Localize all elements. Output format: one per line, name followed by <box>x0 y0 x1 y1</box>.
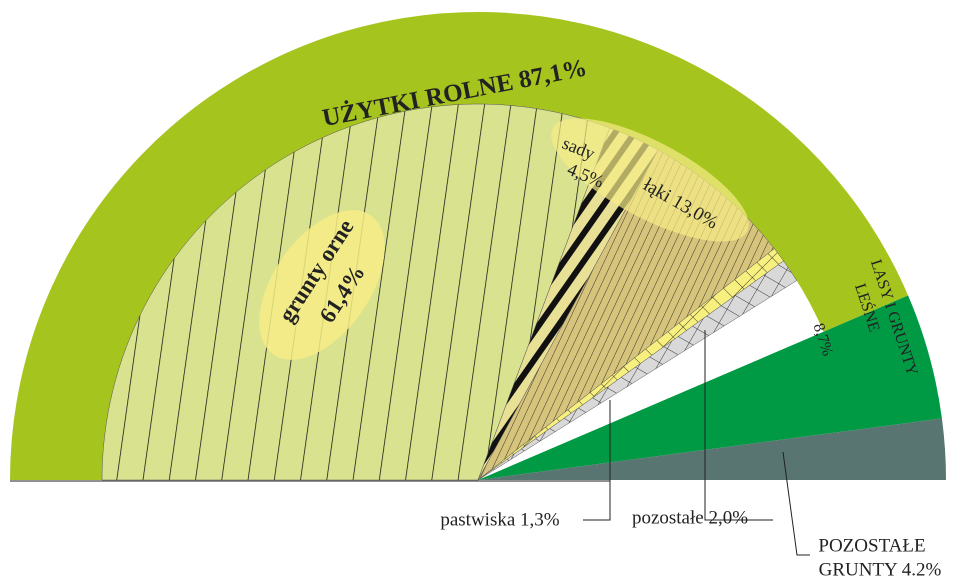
highlight <box>551 118 749 242</box>
slice-label: pozostałe 2,0% <box>632 507 748 528</box>
slice-label: GRUNTY 4.2% <box>819 559 942 580</box>
leader-line <box>583 400 611 521</box>
slice-label: POZOSTAŁE <box>818 535 925 556</box>
leader-line <box>704 330 773 521</box>
outer-slice <box>10 12 909 480</box>
inner-slice <box>477 260 798 481</box>
outer-slice <box>478 418 946 480</box>
outer-slice <box>478 295 942 480</box>
highlight <box>259 210 385 360</box>
leader-line <box>782 451 810 556</box>
slice-label: pastwiska 1,3% <box>440 509 559 530</box>
